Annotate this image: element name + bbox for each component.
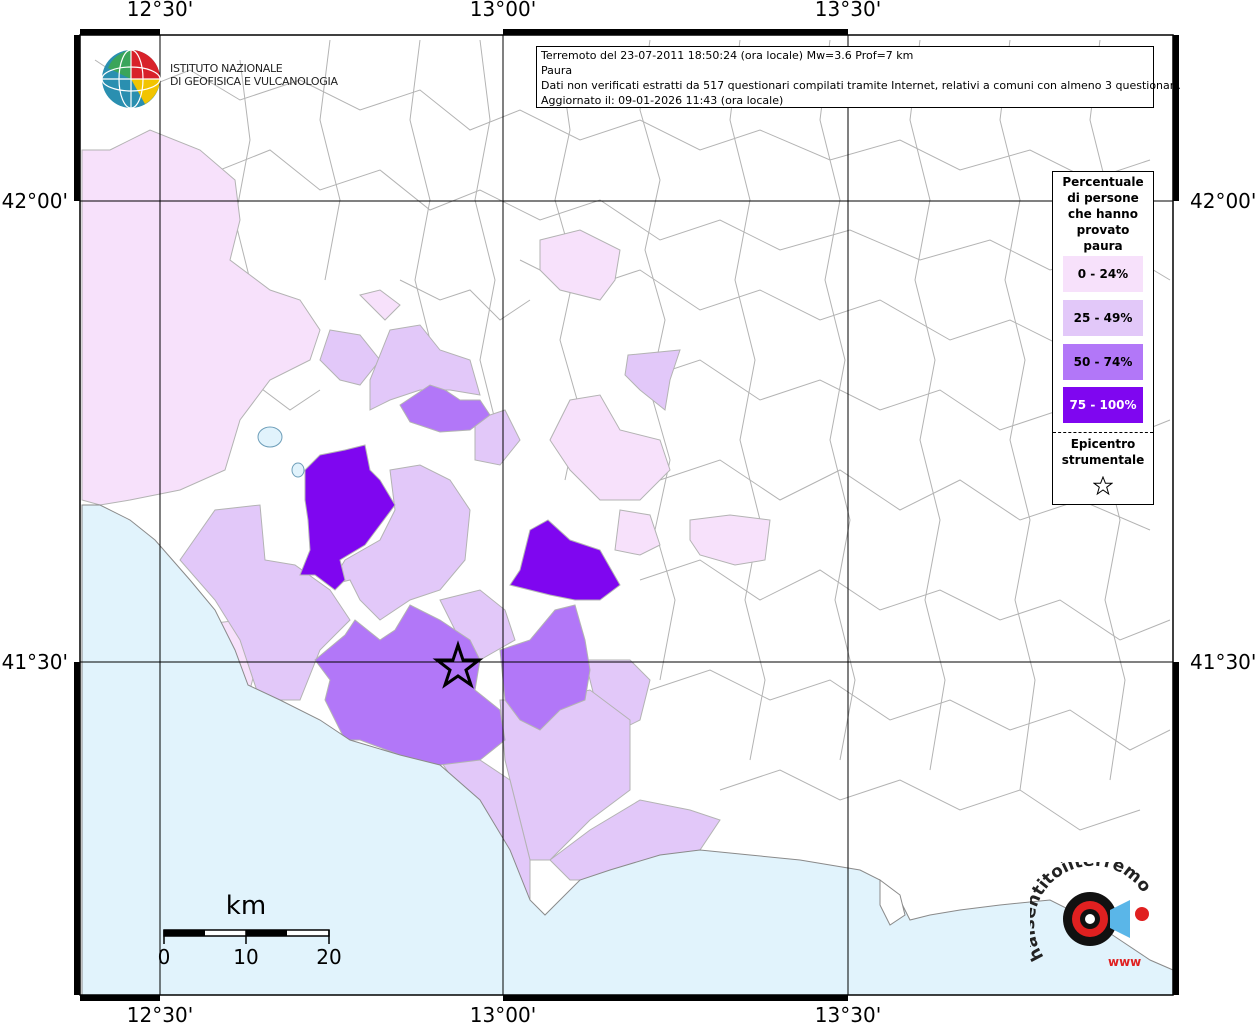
scale-tick-0: 0	[158, 945, 171, 969]
scale-tick-10: 10	[233, 945, 258, 969]
epicenter-star-icon	[432, 640, 484, 689]
scale-bar: km 0 10 20	[158, 891, 342, 969]
lat-label-right-1: 42°00'	[1190, 189, 1255, 213]
legend-divider	[1053, 432, 1153, 433]
promontory	[879, 879, 906, 926]
globe-icon	[101, 49, 161, 109]
lakes	[257, 426, 305, 478]
lat-label-left-1: 42°00'	[2, 189, 68, 213]
haisentito-logo: haisentitoilterremoto.it www	[1030, 862, 1155, 969]
graticule	[80, 35, 1173, 995]
update-timestamp: Aggiornato il: 09-01-2026 11:43 (ora loc…	[541, 94, 784, 107]
ingv-name: ISTITUTO NAZIONALE DI GEOFISICA E VULCAN…	[170, 62, 338, 88]
frame-bars	[74, 29, 1179, 1001]
legend-epicenter-label: Epicentro strumentale	[1061, 437, 1145, 467]
data-disclaimer: Dati non verificati estratti da 517 ques…	[541, 79, 1181, 92]
legend-title: Percentuale di persone che hanno provato…	[1062, 175, 1144, 253]
lon-label-bottom-3: 13°30'	[815, 1003, 881, 1024]
event-info-box: Terremoto del 23-07-2011 18:50:24 (ora l…	[536, 46, 1181, 108]
scale-unit: km	[226, 891, 266, 921]
lon-label-top-2: 13°00'	[470, 0, 536, 21]
ingv-name-line1: ISTITUTO NAZIONALE	[170, 62, 283, 75]
ingv-name-line2: DI GEOFISICA E VULCANOLOGIA	[170, 75, 338, 88]
lon-label-top-1: 12°30'	[127, 0, 193, 21]
ingv-logo	[100, 48, 320, 109]
event-title: Terremoto del 23-07-2011 18:50:24 (ora l…	[541, 49, 914, 62]
scale-tick-20: 20	[316, 945, 341, 969]
lon-label-bottom-2: 13°00'	[470, 1003, 536, 1024]
legend-class-0-24: 0 - 24%	[1063, 256, 1143, 292]
legend: Percentuale di persone che hanno provato…	[1052, 171, 1154, 505]
lon-label-bottom-1: 12°30'	[127, 1003, 193, 1024]
class-75-100-polygons	[299, 444, 621, 601]
legend-class-25-49: 25 - 49%	[1063, 300, 1143, 336]
lon-label-top-3: 13°30'	[815, 0, 881, 21]
legend-class-50-74: 50 - 74%	[1063, 344, 1143, 380]
siren-icon	[1063, 892, 1149, 946]
lat-label-right-2: 41°30'	[1190, 650, 1255, 674]
legend-class-75-100: 75 - 100%	[1063, 387, 1143, 423]
map-parameter: Paura	[541, 64, 573, 77]
brand-www: www	[1108, 955, 1141, 969]
lat-label-left-2: 41°30'	[2, 650, 68, 674]
legend-star-icon	[1093, 476, 1113, 496]
